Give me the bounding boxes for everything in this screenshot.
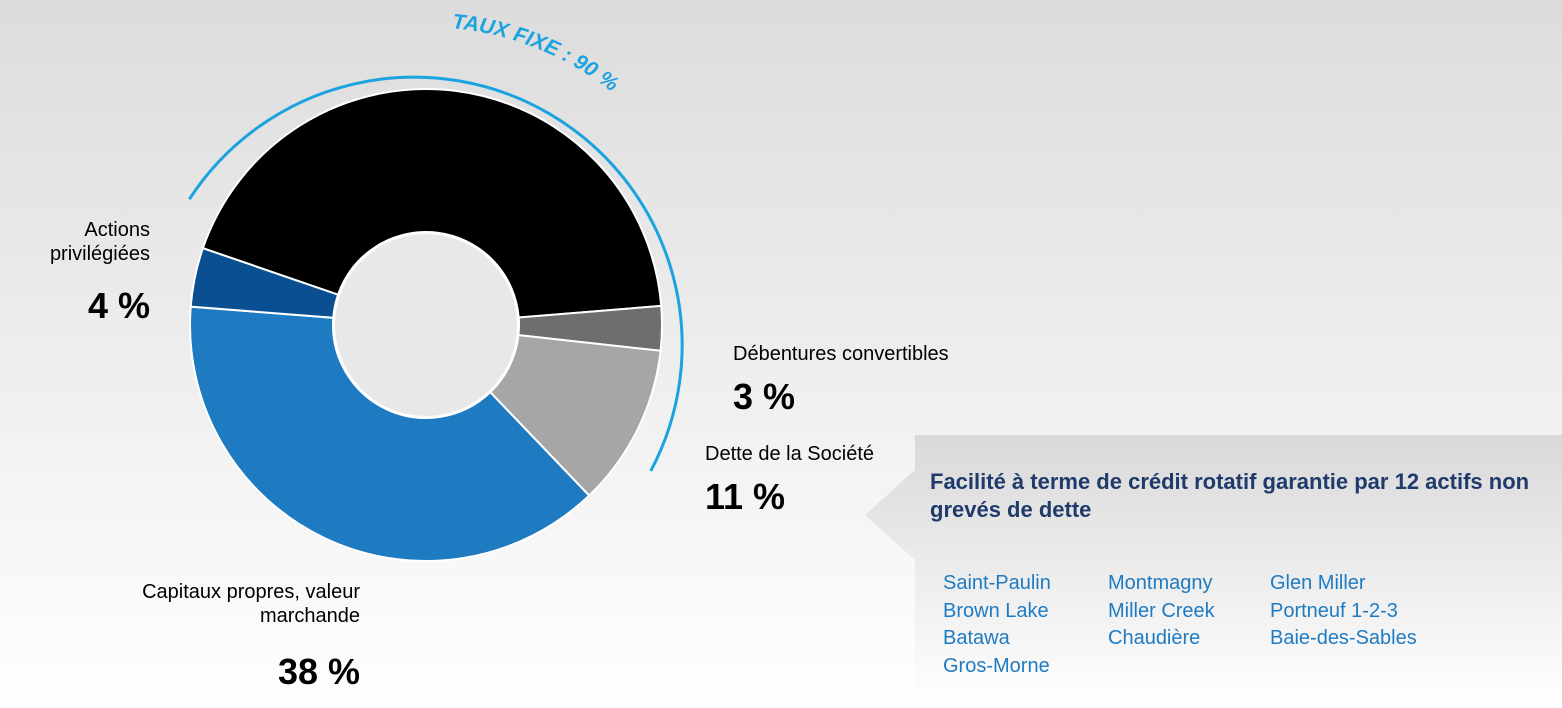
callout-item: Miller Creek <box>1108 599 1215 622</box>
category-label: Capitaux propres, valeur marchande <box>142 581 360 627</box>
annotation-arc <box>188 75 684 472</box>
category-label: Actions privilégiées <box>49 219 150 265</box>
value-label: 3 % <box>733 376 796 417</box>
value-label: 4 % <box>87 285 150 326</box>
callout-item: Saint-Paulin <box>943 572 1051 594</box>
callout-column: Saint-Paulin Brown Lake Batawa Gros-Morne <box>943 570 1051 680</box>
donut-hole <box>333 232 519 418</box>
value-label: 11 % <box>705 476 786 517</box>
callout-item: Portneuf 1-2-3 <box>1270 599 1398 622</box>
callout-item: Chaudière <box>1108 627 1201 649</box>
callout-box <box>865 435 1562 708</box>
callout-column: Glen Miller Portneuf 1-2-3 Baie-des-Sables <box>1270 570 1417 653</box>
callout-item: Baie-des-Sables <box>1270 627 1417 649</box>
callout-title: Facilité à terme de crédit rotatif garan… <box>930 469 1530 522</box>
category-label: Débentures convertibles <box>733 343 949 365</box>
value-label: 43 % <box>325 171 408 212</box>
callout-item: Montmagny <box>1108 572 1213 594</box>
callout-item: Batawa <box>943 627 1010 649</box>
category-label: Dette liée aux projets <box>325 137 513 159</box>
callout-column: Montmagny Miller Creek Chaudière <box>1108 570 1215 653</box>
category-label: Dette de la Société <box>705 443 874 465</box>
callout-item: Glen Miller <box>1270 572 1366 594</box>
callout-item: Brown Lake <box>943 599 1049 622</box>
value-label: 38 % <box>277 651 360 692</box>
callout-item: Gros-Morne <box>943 654 1050 677</box>
